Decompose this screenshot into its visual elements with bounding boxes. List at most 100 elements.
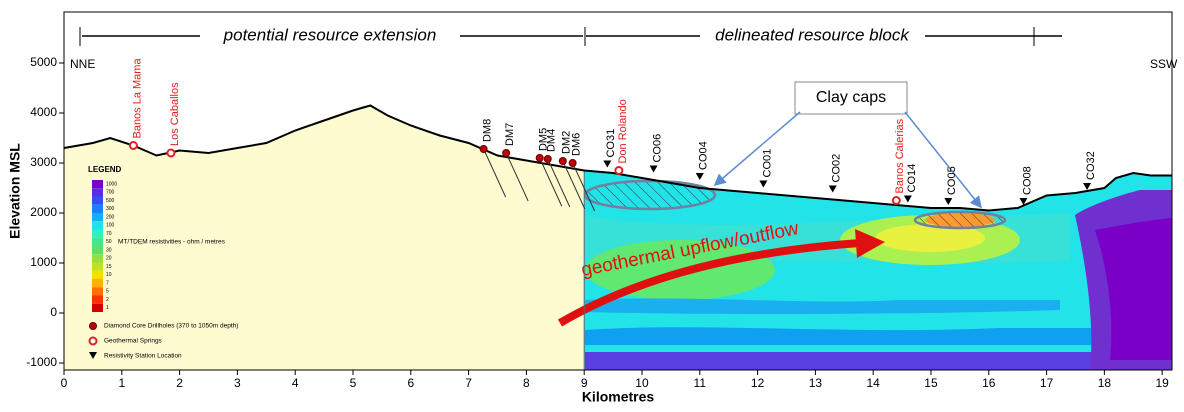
triangle-label: CO01: [761, 149, 773, 178]
triangle-label: CO32: [1085, 151, 1097, 180]
callout-box: [794, 81, 908, 115]
x-tick-label: 10: [635, 376, 649, 390]
drillhole: [543, 155, 552, 163]
x-tick-label: 1: [118, 376, 125, 390]
x-tick-label: 6: [407, 376, 414, 390]
colorbar-swatch: [92, 287, 103, 296]
triangle-label: CO08: [1021, 166, 1033, 195]
dot-label: DM8: [482, 119, 494, 142]
flow-arrow: [557, 239, 861, 327]
colorbar-tick-label: 5: [106, 289, 109, 295]
span-label: delineated resource block: [715, 25, 910, 44]
ring-label: Banos Calerias: [894, 118, 906, 193]
dot-label: DM2: [561, 131, 573, 154]
legend-entry: Geothermal Springs: [104, 338, 163, 345]
colorbar-swatch: [92, 246, 103, 255]
resistivity-zone: [1095, 218, 1172, 360]
x-tick-label: 19: [1155, 376, 1169, 390]
triangle-label: CO04: [698, 141, 710, 170]
span-label-bg: [700, 26, 925, 46]
triangle-label: CO05: [946, 166, 958, 195]
x-tick-label: 7: [465, 376, 472, 390]
y-tick-label: 5000: [30, 55, 57, 69]
span-label: potential resource extension: [223, 25, 437, 44]
triangle-label: CO06: [651, 134, 663, 163]
drill-trace: [483, 148, 507, 198]
y-tick-label: 1000: [30, 255, 57, 269]
colorbar-swatch: [92, 180, 103, 189]
legend-entry: Diamond Core Drillholes (370 to 1050m de…: [104, 323, 238, 330]
station: [89, 352, 97, 359]
colorbar-swatch: [92, 229, 103, 238]
colorbar-tick-label: 7: [106, 280, 109, 286]
colorbar-swatch: [92, 254, 103, 263]
colorbar-label: MT/TDEM resistivities - ohm / metres: [118, 239, 226, 246]
triangle-label: CO02: [831, 154, 843, 183]
drill-trace: [547, 158, 571, 208]
colorbar-tick-label: 1000: [106, 181, 117, 187]
colorbar-tick-label: 10: [106, 272, 112, 278]
legend-entry: Resistivity Station Location: [104, 353, 182, 360]
station: [944, 198, 953, 205]
x-tick-label: 5: [350, 376, 357, 390]
colorbar-tick-label: 20: [106, 256, 112, 262]
foreground-layer: potential resource extension delineated …: [7, 11, 1178, 405]
x-tick-label: 18: [1098, 376, 1112, 390]
ring-label: Los Caballos: [169, 82, 181, 146]
ring-label: Banos La Mama: [131, 58, 143, 139]
y-tick-label: -1000: [26, 355, 57, 369]
colorbar-swatch: [92, 279, 103, 288]
colorbar-swatch: [92, 196, 103, 205]
direction-label: SSW: [1150, 57, 1178, 71]
x-tick-label: 13: [809, 376, 823, 390]
colorbar-tick-label: 200: [106, 214, 115, 220]
callout-arrow: [904, 111, 982, 209]
x-tick-label: 0: [61, 376, 68, 390]
colorbar-swatch: [92, 237, 103, 246]
x-tick-label: 17: [1040, 376, 1054, 390]
colorbar-tick-label: 15: [106, 264, 112, 270]
spring: [128, 141, 138, 150]
x-tick-label: 2: [176, 376, 183, 390]
y-tick-label: 3000: [30, 155, 57, 169]
callout-arrow: [713, 111, 801, 186]
drillhole: [89, 322, 97, 330]
colorbar-swatch: [92, 221, 103, 230]
dot-label: DM4: [546, 129, 558, 152]
drill-trace: [539, 157, 563, 207]
legend-title: LEGEND: [88, 165, 122, 174]
drillhole: [502, 149, 511, 157]
station: [649, 165, 658, 173]
colorbar-tick-label: 2: [106, 297, 109, 303]
x-tick-label: 14: [867, 376, 881, 390]
x-tick-label: 16: [982, 376, 996, 390]
colorbar-tick-label: 30: [106, 247, 112, 253]
colorbar-swatch: [92, 213, 103, 222]
resistivity-zone: [585, 327, 1172, 345]
x-tick-label: 3: [234, 376, 241, 390]
dot-label: DM6: [571, 133, 583, 156]
colorbar-tick-label: 700: [106, 190, 115, 196]
colorbar-tick-label: 300: [106, 206, 115, 212]
dot-label: DM7: [504, 123, 516, 146]
x-tick-label: 12: [751, 376, 765, 390]
spring: [614, 166, 624, 175]
x-tick-label: 4: [292, 376, 299, 390]
triangle-label: CO14: [906, 164, 918, 193]
colorbar-swatch: [92, 204, 103, 213]
station: [1083, 183, 1092, 190]
flow-arrow-head: [855, 229, 885, 258]
drill-trace: [572, 162, 596, 212]
triangle-label: CO31: [605, 129, 617, 158]
direction-label: NNE: [70, 57, 95, 71]
resistivity-zone: [585, 298, 1060, 315]
plot-frame: [63, 11, 1173, 371]
y-axis-label: Elevation MSL: [7, 143, 23, 239]
colorbar-swatch: [92, 270, 103, 279]
dot-label: DM5: [538, 128, 550, 151]
station: [903, 195, 912, 203]
spring: [166, 148, 176, 158]
colorbar-tick-label: 70: [106, 231, 112, 237]
